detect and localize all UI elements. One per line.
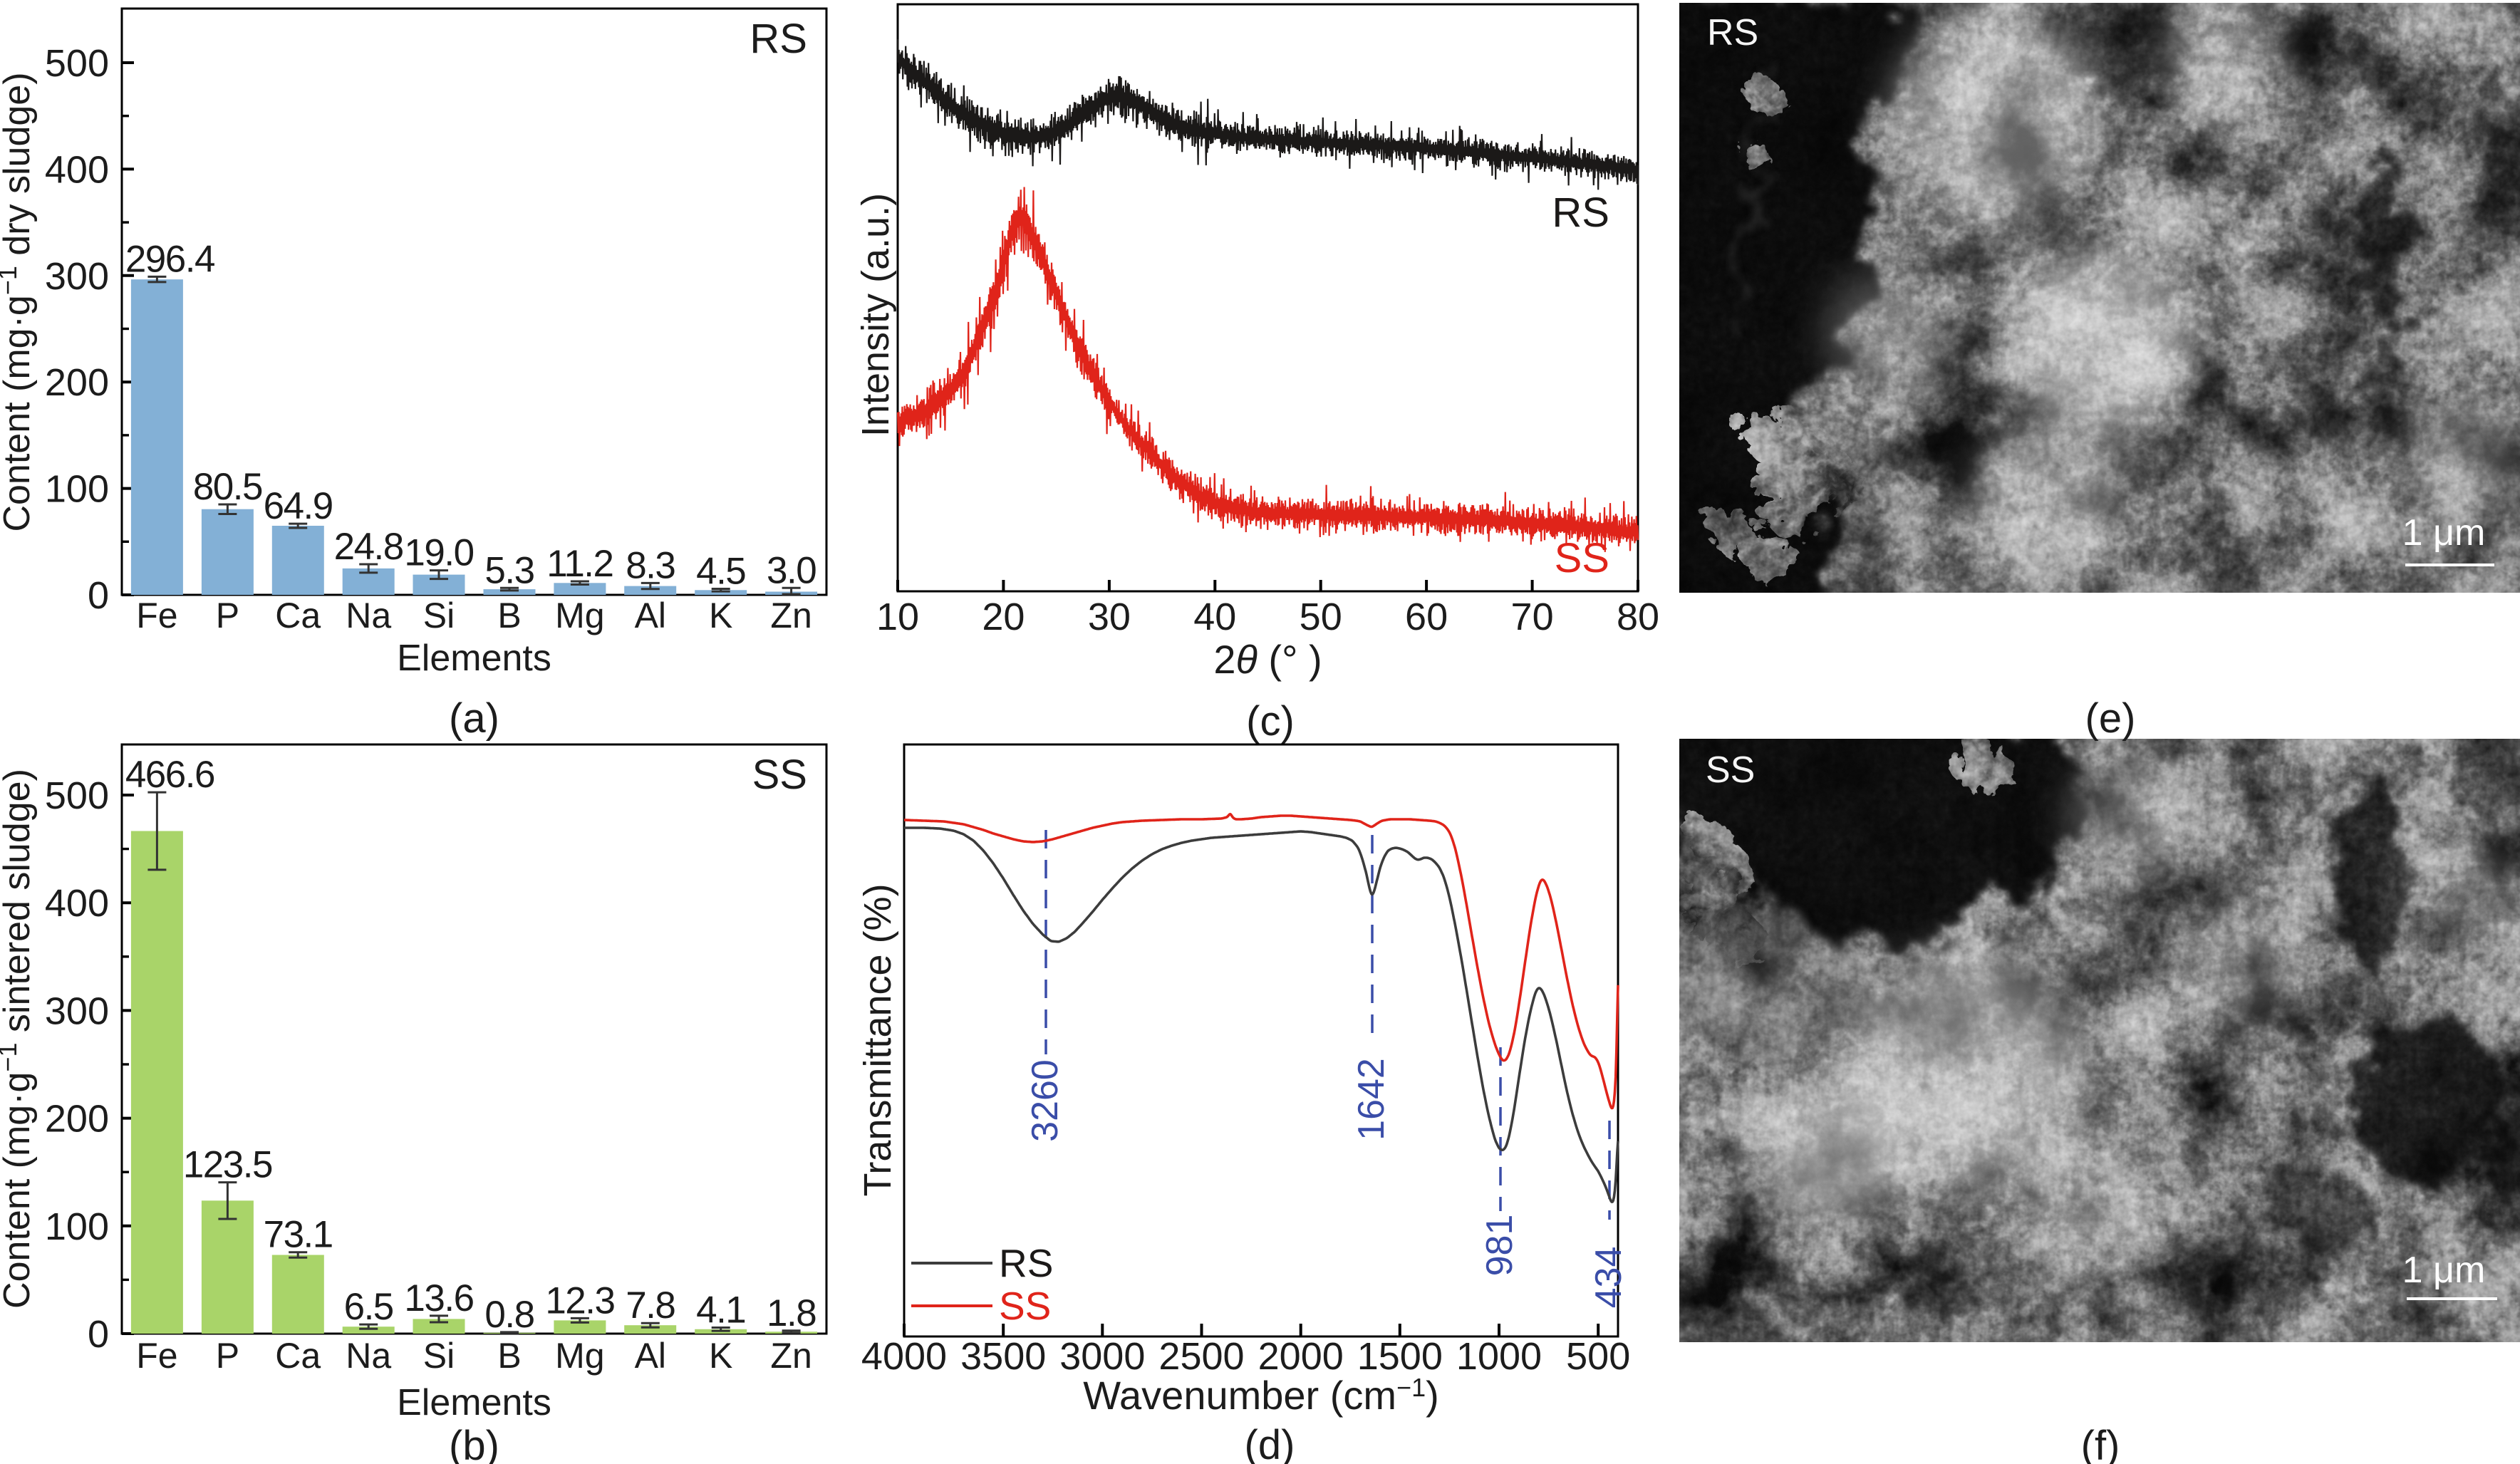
svg-text:SS: SS (999, 1284, 1051, 1328)
svg-text:(f): (f) (2081, 1423, 2120, 1464)
svg-text:100: 100 (45, 468, 109, 511)
svg-text:2θ (° ): 2θ (° ) (1213, 637, 1322, 682)
svg-text:50: 50 (1300, 596, 1342, 638)
svg-text:1500: 1500 (1357, 1335, 1443, 1378)
svg-text:400: 400 (45, 882, 109, 925)
svg-text:Si: Si (423, 596, 455, 635)
svg-text:Al: Al (635, 596, 666, 635)
svg-text:(b): (b) (449, 1423, 499, 1464)
svg-text:SS: SS (1555, 535, 1609, 581)
svg-text:(a): (a) (449, 695, 499, 742)
svg-text:Na: Na (346, 596, 391, 635)
svg-text:3.0: 3.0 (767, 549, 816, 591)
svg-text:1000: 1000 (1456, 1335, 1542, 1378)
svg-text:Zn: Zn (770, 1336, 812, 1376)
svg-text:2500: 2500 (1158, 1335, 1244, 1378)
svg-text:Content (mg·g−1 sintered sludg: Content (mg·g−1 sintered sludge) (0, 769, 38, 1309)
svg-text:Content (mg·g−1 dry sludge): Content (mg·g−1 dry sludge) (0, 72, 38, 531)
svg-text:123.5: 123.5 (183, 1144, 272, 1186)
svg-text:Fe: Fe (136, 1336, 177, 1376)
svg-text:500: 500 (45, 42, 109, 85)
svg-text:11.2: 11.2 (546, 543, 613, 585)
svg-text:4.5: 4.5 (696, 551, 745, 593)
svg-text:P: P (216, 596, 239, 635)
svg-text:Al: Al (635, 1336, 666, 1376)
svg-text:SS: SS (1706, 749, 1755, 791)
svg-text:60: 60 (1405, 596, 1448, 638)
svg-text:Na: Na (346, 1336, 391, 1376)
svg-text:Elements: Elements (397, 1382, 551, 1423)
svg-text:SS: SS (752, 752, 807, 798)
svg-text:500: 500 (45, 774, 109, 817)
svg-text:30: 30 (1088, 596, 1131, 638)
svg-text:Mg: Mg (555, 1336, 604, 1376)
svg-text:1 μm: 1 μm (2402, 1250, 2486, 1291)
svg-text:RS: RS (1552, 190, 1609, 236)
svg-text:8.3: 8.3 (626, 544, 675, 586)
svg-text:100: 100 (45, 1205, 109, 1248)
svg-text:3000: 3000 (1059, 1335, 1145, 1378)
svg-text:P: P (216, 1336, 239, 1376)
svg-text:Ca: Ca (275, 596, 321, 635)
svg-text:13.6: 13.6 (404, 1277, 473, 1319)
svg-text:(c): (c) (1246, 698, 1295, 744)
svg-text:10: 10 (876, 596, 919, 638)
svg-text:7.8: 7.8 (626, 1284, 675, 1327)
svg-text:434: 434 (1588, 1247, 1629, 1309)
svg-text:Ca: Ca (275, 1336, 321, 1376)
svg-text:19.0: 19.0 (404, 532, 473, 574)
svg-text:RS: RS (750, 16, 807, 62)
svg-text:20: 20 (982, 596, 1025, 638)
svg-text:0: 0 (88, 574, 109, 617)
svg-text:296.4: 296.4 (125, 238, 214, 280)
svg-text:300: 300 (45, 990, 109, 1032)
svg-text:200: 200 (45, 1098, 109, 1141)
svg-text:6.5: 6.5 (344, 1286, 393, 1328)
svg-text:K: K (709, 596, 732, 635)
svg-text:24.8: 24.8 (334, 526, 403, 568)
svg-text:466.6: 466.6 (125, 754, 214, 796)
svg-text:1.8: 1.8 (767, 1292, 816, 1334)
svg-text:RS: RS (999, 1241, 1053, 1285)
svg-text:Mg: Mg (555, 596, 604, 635)
svg-text:Elements: Elements (397, 638, 551, 679)
svg-text:Wavenumber (cm−1): Wavenumber (cm−1) (1083, 1373, 1439, 1418)
svg-text:73.1: 73.1 (264, 1214, 333, 1256)
svg-text:(d): (d) (1245, 1422, 1295, 1464)
svg-text:B: B (497, 1336, 521, 1376)
svg-text:12.3: 12.3 (545, 1279, 614, 1322)
svg-text:Transmittance (%): Transmittance (%) (856, 883, 899, 1196)
svg-text:4.1: 4.1 (696, 1289, 745, 1331)
svg-text:40: 40 (1193, 596, 1236, 638)
svg-text:1642: 1642 (1351, 1058, 1392, 1141)
svg-text:5.3: 5.3 (484, 549, 534, 591)
svg-text:3500: 3500 (960, 1335, 1046, 1378)
svg-text:RS: RS (1707, 12, 1758, 53)
svg-text:Si: Si (423, 1336, 455, 1376)
svg-text:500: 500 (1566, 1335, 1630, 1378)
svg-text:200: 200 (45, 361, 109, 404)
svg-text:(e): (e) (2085, 695, 2136, 742)
svg-text:1 μm: 1 μm (2402, 512, 2486, 554)
svg-text:64.9: 64.9 (264, 485, 333, 527)
svg-text:4000: 4000 (861, 1335, 947, 1378)
svg-text:3260: 3260 (1025, 1059, 1066, 1142)
svg-text:0.8: 0.8 (484, 1294, 534, 1336)
svg-text:0: 0 (88, 1313, 109, 1356)
svg-text:400: 400 (45, 148, 109, 191)
svg-text:70: 70 (1511, 596, 1554, 638)
svg-text:2000: 2000 (1258, 1335, 1344, 1378)
svg-text:Zn: Zn (770, 596, 812, 635)
svg-text:K: K (709, 1336, 732, 1376)
svg-text:B: B (497, 596, 521, 635)
svg-text:Fe: Fe (136, 596, 177, 635)
svg-text:80.5: 80.5 (193, 466, 262, 508)
svg-text:300: 300 (45, 255, 109, 298)
svg-text:981: 981 (1479, 1215, 1520, 1277)
svg-text:80: 80 (1617, 596, 1659, 638)
svg-text:Intensity (a.u.): Intensity (a.u.) (854, 193, 897, 437)
